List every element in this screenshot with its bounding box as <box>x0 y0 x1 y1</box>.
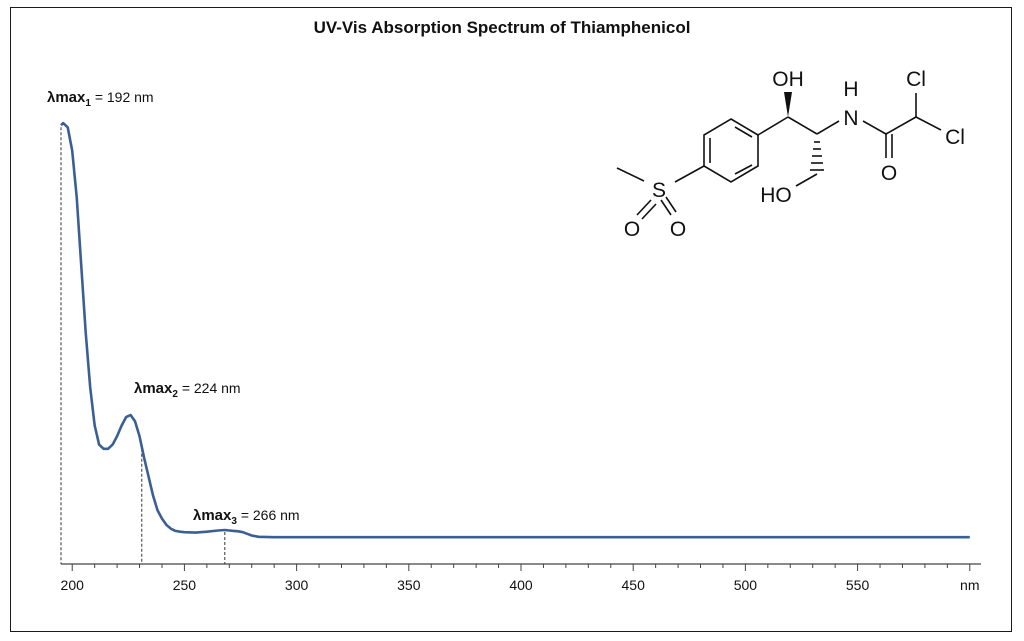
peak-annotations: λmax1 = 192 nm λmax2 = 224 nm λmax3 = 266 … <box>47 89 300 527</box>
atom-n: N <box>843 107 858 130</box>
atom-h: H <box>843 78 858 101</box>
x-tick-label: 500 <box>734 577 758 593</box>
x-tick-label: 300 <box>285 577 309 593</box>
chart-title: UV-Vis Absorption Spectrum of Thiampheni… <box>314 18 691 37</box>
hash-bond <box>810 141 824 171</box>
atom-o-right: O <box>670 218 686 241</box>
peak-label: λmax1 = 192 nm <box>47 89 154 109</box>
peak-label: λmax2 = 224 nm <box>134 380 241 400</box>
peak-label: λmax3 = 266 nm <box>193 507 300 527</box>
atom-oh: OH <box>772 68 804 91</box>
x-tick-label: 350 <box>397 577 421 593</box>
structure-labels: OH H N Cl Cl O HO S O O <box>624 68 965 241</box>
x-tick-label: 450 <box>622 577 646 593</box>
peak-drop-lines <box>60 127 226 564</box>
chemical-structure <box>616 92 942 220</box>
atom-cl-top: Cl <box>906 68 926 91</box>
x-tick-label: 250 <box>173 577 197 593</box>
x-ticks <box>71 564 971 571</box>
x-tick-label: 200 <box>61 577 85 593</box>
x-tick-label: 400 <box>509 577 533 593</box>
atom-o-carbonyl: O <box>881 162 897 185</box>
benzene-ring <box>703 118 759 183</box>
atom-cl-right: Cl <box>945 126 965 149</box>
series-line <box>60 121 970 539</box>
wedge-bond <box>784 92 792 117</box>
x-unit-label: nm <box>960 577 979 593</box>
atom-ho: HO <box>760 184 792 207</box>
spectrum-chart: UV-Vis Absorption Spectrum of Thiampheni… <box>47 18 981 593</box>
x-tick-labels: 200 250 300 350 400 450 500 550 nm <box>61 577 980 593</box>
x-tick-label: 550 <box>846 577 870 593</box>
atom-o-left: O <box>624 218 640 241</box>
atom-s: S <box>652 179 666 202</box>
chart-frame: UV-Vis Absorption Spectrum of Thiampheni… <box>10 7 1012 632</box>
